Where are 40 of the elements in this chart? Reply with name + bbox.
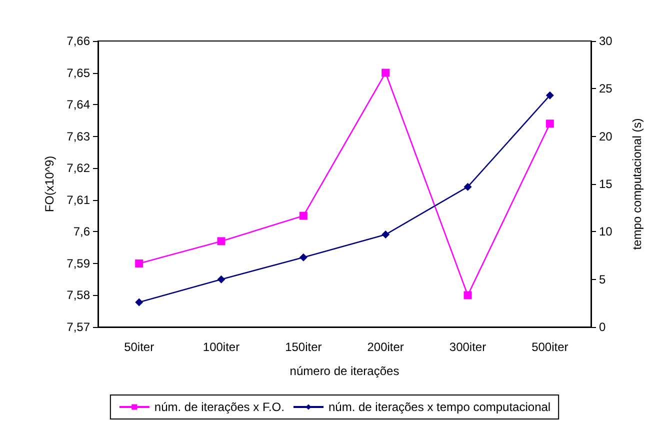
y-tick-label: 7,65 <box>66 66 90 80</box>
point <box>546 120 554 128</box>
y-tick-label: 7,6 <box>73 224 90 239</box>
y-tick-label: 7,58 <box>66 288 90 302</box>
point <box>382 68 390 77</box>
x-tick-label: 200iter <box>367 340 404 354</box>
legend-label: núm. de iterações x F.O. <box>154 400 284 414</box>
point <box>217 275 226 284</box>
y-tick-label: 7,63 <box>66 129 90 144</box>
x-tick-label: 150iter <box>285 340 322 354</box>
y-tick-label: 7,59 <box>66 256 90 270</box>
point <box>464 182 472 191</box>
x-tick-label: 100iter <box>202 340 240 354</box>
x-axis-title: número de iterações <box>290 364 400 378</box>
y-tick-label: 7,66 <box>66 34 90 48</box>
legend-label: núm. de iterações x tempo computacional <box>328 400 551 414</box>
point <box>299 212 308 220</box>
y2-tick-label: 15 <box>599 177 613 191</box>
point <box>217 237 226 246</box>
y2-tick-label: 30 <box>599 34 613 48</box>
y2-tick-label: 0 <box>599 320 606 334</box>
point <box>382 230 390 239</box>
y2-tick-label: 20 <box>599 129 613 144</box>
point <box>546 91 554 100</box>
y2-tick-label: 5 <box>599 272 606 286</box>
y-tick-label: 7,57 <box>66 320 90 334</box>
y-tick-label: 7,62 <box>66 161 90 176</box>
point <box>299 253 308 262</box>
x-tick-label: 300iter <box>449 340 486 354</box>
point <box>135 298 144 306</box>
y2-tick-label: 25 <box>599 82 613 96</box>
point <box>135 259 144 268</box>
y-tick-label: 7,64 <box>66 98 90 112</box>
y-axis-title: FO(x10^9) <box>42 156 57 212</box>
y2-tick-label: 10 <box>599 224 613 239</box>
x-tick-label: 500iter <box>532 340 568 354</box>
y2-axis-title: tempo computacional (s) <box>630 118 644 250</box>
y-tick-label: 7,61 <box>66 192 90 207</box>
x-tick-label: 50iter <box>124 340 154 354</box>
point <box>464 291 472 300</box>
